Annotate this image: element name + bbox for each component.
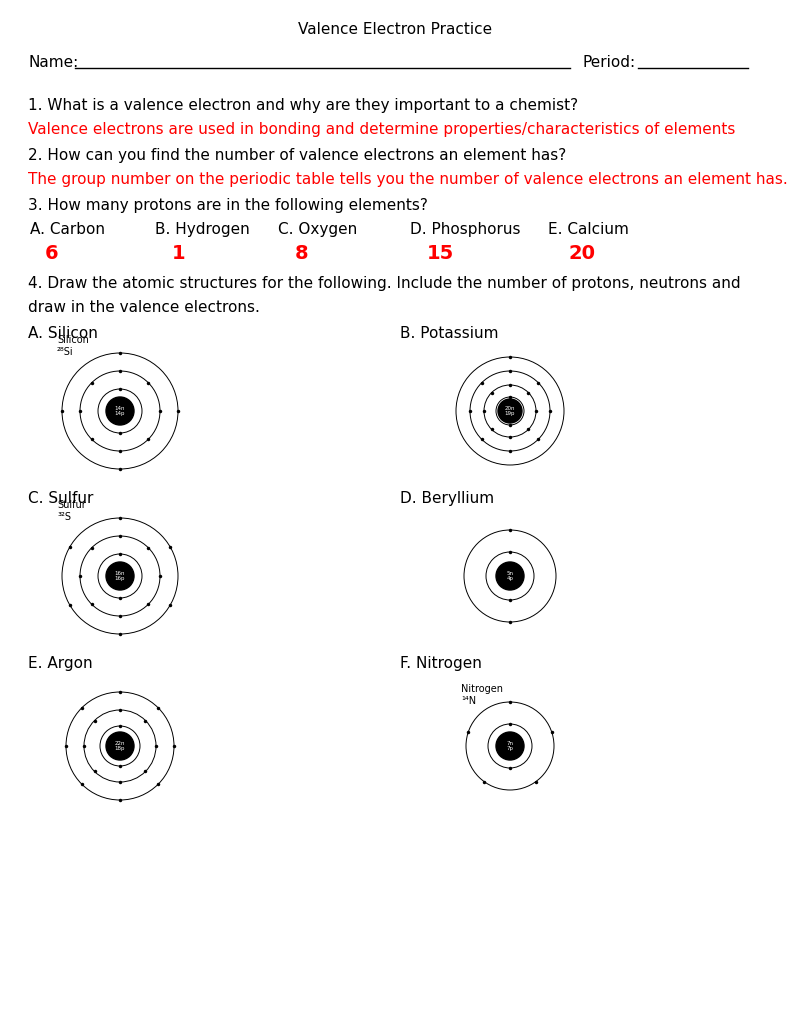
- Text: 15: 15: [427, 244, 454, 263]
- Text: 2. How can you find the number of valence electrons an element has?: 2. How can you find the number of valenc…: [28, 148, 566, 163]
- Text: A. Silicon: A. Silicon: [28, 326, 98, 341]
- Text: E. Argon: E. Argon: [28, 656, 93, 671]
- Text: D. Phosphorus: D. Phosphorus: [410, 222, 520, 237]
- Text: 7n
7p: 7n 7p: [506, 740, 513, 752]
- Text: 16n
16p: 16n 16p: [115, 570, 125, 582]
- Text: F. Nitrogen: F. Nitrogen: [400, 656, 482, 671]
- Text: 1: 1: [172, 244, 186, 263]
- Text: 22n
18p: 22n 18p: [115, 740, 125, 752]
- Text: The group number on the periodic table tells you the number of valence electrons: The group number on the periodic table t…: [28, 172, 788, 187]
- Text: 3. How many protons are in the following elements?: 3. How many protons are in the following…: [28, 198, 428, 213]
- Text: 20: 20: [568, 244, 595, 263]
- Text: Valence electrons are used in bonding and determine properties/characteristics o: Valence electrons are used in bonding an…: [28, 122, 736, 137]
- Text: draw in the valence electrons.: draw in the valence electrons.: [28, 300, 260, 315]
- Text: E. Calcium: E. Calcium: [548, 222, 629, 237]
- Circle shape: [496, 732, 524, 760]
- Text: C. Oxygen: C. Oxygen: [278, 222, 358, 237]
- Circle shape: [496, 562, 524, 590]
- Text: A. Carbon: A. Carbon: [30, 222, 105, 237]
- Circle shape: [106, 732, 134, 760]
- Text: 4. Draw the atomic structures for the following. Include the number of protons, : 4. Draw the atomic structures for the fo…: [28, 276, 740, 291]
- Text: C. Sulfur: C. Sulfur: [28, 490, 93, 506]
- Text: Valence Electron Practice: Valence Electron Practice: [298, 22, 492, 37]
- Text: Nitrogen
¹⁴N: Nitrogen ¹⁴N: [461, 684, 503, 707]
- Text: D. Beryllium: D. Beryllium: [400, 490, 494, 506]
- Text: Silicon
²⁸Si: Silicon ²⁸Si: [57, 335, 89, 357]
- Text: Name:: Name:: [28, 55, 78, 70]
- Text: 5n
4p: 5n 4p: [506, 570, 513, 582]
- Text: Sulfur
³²S: Sulfur ³²S: [57, 500, 85, 522]
- Circle shape: [106, 397, 134, 425]
- Text: B. Potassium: B. Potassium: [400, 326, 498, 341]
- Text: 1. What is a valence electron and why are they important to a chemist?: 1. What is a valence electron and why ar…: [28, 98, 578, 113]
- Text: 20n
19p: 20n 19p: [505, 406, 515, 417]
- Text: 14n
14p: 14n 14p: [115, 406, 125, 417]
- Text: 8: 8: [295, 244, 308, 263]
- Text: Period:: Period:: [582, 55, 635, 70]
- Text: 6: 6: [45, 244, 59, 263]
- Circle shape: [498, 399, 522, 423]
- Circle shape: [106, 562, 134, 590]
- Text: B. Hydrogen: B. Hydrogen: [155, 222, 250, 237]
